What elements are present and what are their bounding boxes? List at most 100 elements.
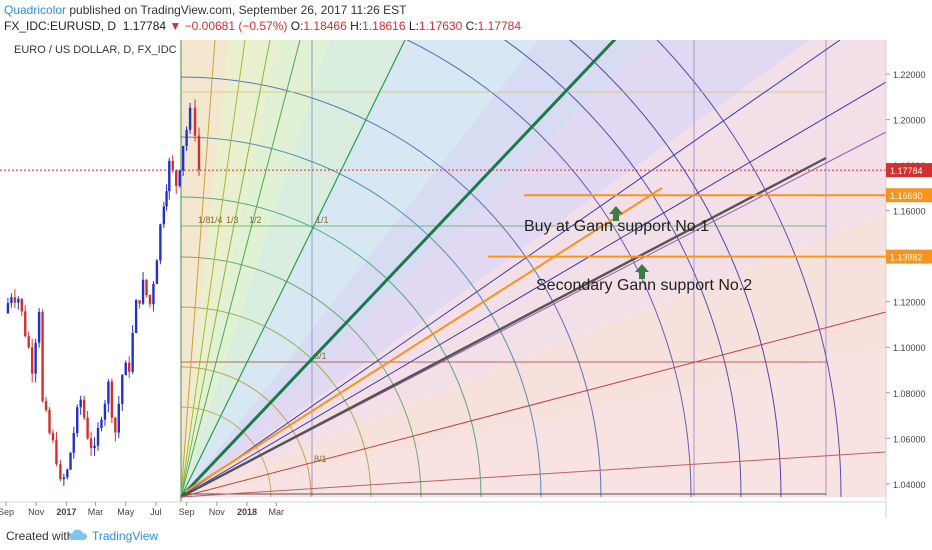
candle-body <box>51 432 55 441</box>
candle-body <box>159 224 162 261</box>
x-tick-label: Sep <box>179 507 195 517</box>
candle-body <box>175 170 178 186</box>
candle-body <box>178 170 181 186</box>
gann-arc <box>180 256 422 498</box>
candle-body <box>181 145 185 171</box>
candle-body <box>48 410 51 433</box>
ohlc-line: FX_IDC:EURUSD, D 1.17784 ▼ −0.00681 (−0.… <box>4 19 521 33</box>
candlestick-series <box>6 99 201 486</box>
candle-body <box>17 298 20 303</box>
x-tick-label: Nov <box>28 507 45 517</box>
candle-body <box>96 428 100 446</box>
candle-body <box>6 303 10 314</box>
candle-body <box>30 347 34 374</box>
candle-body <box>152 283 155 305</box>
low-label: L: <box>408 19 419 33</box>
candle-body <box>24 311 27 337</box>
created-with-text: Created with <box>6 529 74 543</box>
chart-area[interactable]: EURO / US DOLLAR, D, FX_IDC 1/8 1/4 1/3 1/2… <box>0 40 932 518</box>
gann-arc <box>503 40 742 498</box>
candle-body <box>41 311 44 402</box>
candle-body <box>13 297 17 303</box>
candle-body <box>124 362 127 376</box>
candle-body <box>100 419 103 429</box>
y-axis-ticks[interactable]: 1.220001.200001.180001.160001.140001.120… <box>886 70 926 490</box>
x-tick-label: 2017 <box>56 507 76 517</box>
up-arrow-icon <box>635 264 649 279</box>
high-value: 1.18616 <box>362 19 406 33</box>
candle-body <box>171 160 174 171</box>
candle-body <box>62 477 66 480</box>
annotation-layer: EURO / US DOLLAR, D, FX_IDC 1/8 1/4 1/3 1/2… <box>14 44 752 464</box>
candle-body <box>59 464 62 480</box>
annotation-support-2: Secondary Gann support No.2 <box>536 277 752 294</box>
price-tag-label: 1.13982 <box>890 253 923 263</box>
candle-body <box>89 438 93 449</box>
candle-body <box>188 107 192 130</box>
candle-body <box>37 311 41 343</box>
candle-body <box>148 295 152 305</box>
candle-body <box>110 381 114 418</box>
candle-body <box>117 403 120 433</box>
price-tag-bg <box>886 249 932 264</box>
gann-fan-line <box>180 451 886 498</box>
close-value: 1.17784 <box>477 19 522 33</box>
candle-body <box>82 399 86 418</box>
high-label: H: <box>350 19 363 33</box>
gann-arc <box>180 136 542 498</box>
y-tick-label: 1.16000 <box>893 207 926 217</box>
candle-body <box>121 375 124 404</box>
candle-body <box>138 300 141 304</box>
candle-body <box>69 452 72 470</box>
x-axis-ticks[interactable]: Sep Nov 2017 Mar May Jul Sep Nov 2018 Mar <box>0 502 284 517</box>
gann-fraction-label: 1/1 <box>316 215 329 225</box>
price-tag-bg <box>886 163 932 178</box>
open-value: 1.18466 <box>303 19 347 33</box>
annotation-arrows <box>609 206 649 279</box>
candle-body <box>131 332 134 372</box>
open-label: O: <box>290 19 304 33</box>
candle-body <box>55 440 58 465</box>
x-tick-label: Mar <box>268 507 284 517</box>
gann-fan-line <box>180 156 827 499</box>
gann-fraction-label: 1/2 <box>249 215 262 225</box>
y-tick-label: 1.22000 <box>893 70 926 80</box>
candle-body <box>155 260 159 284</box>
gann-fan-line <box>180 40 841 498</box>
tradingview-cloud-icon <box>69 529 87 540</box>
up-arrow-icon <box>609 206 623 221</box>
candle-body <box>127 362 131 372</box>
gann-arc <box>656 40 842 498</box>
gann-arc <box>568 40 782 498</box>
candle-body <box>72 433 75 453</box>
candle-body <box>93 445 96 449</box>
y-tick-label: 1.04000 <box>893 480 926 490</box>
candle-body <box>134 300 138 333</box>
y-tick-label: 1.08000 <box>893 389 926 399</box>
annotation-support-1: Buy at Gann support No.1 <box>524 218 709 235</box>
candle-body <box>168 160 171 192</box>
candle-body <box>10 297 13 304</box>
close-label: C: <box>465 19 478 33</box>
gann-chart[interactable]: EURO / US DOLLAR, D, FX_IDC 1/8 1/4 1/3 1/2… <box>0 40 932 518</box>
symbol-label: FX_IDC:EURUSD, D <box>4 19 117 33</box>
y-tick-label: 1.06000 <box>893 434 926 444</box>
y-tick-label: 1.10000 <box>893 343 926 353</box>
gann-fan-overlay <box>0 40 886 502</box>
gann-fan-line <box>179 40 617 499</box>
gann-arc <box>180 306 372 498</box>
tradingview-brand-link[interactable]: TradingView <box>92 529 159 543</box>
x-tick-label: Nov <box>209 507 226 517</box>
gann-fraction-label: 1/3 <box>226 215 239 225</box>
candle-body <box>103 403 107 420</box>
gann-fan-line <box>180 81 886 498</box>
gann-fan-line <box>180 40 406 498</box>
y-tick-label: 1.12000 <box>893 298 926 308</box>
candle-body <box>114 417 117 433</box>
price-change: ▼ −0.00681 (−0.57%) <box>169 19 288 33</box>
author-link[interactable]: Quadricolor <box>4 3 67 17</box>
gann-sector <box>181 40 539 497</box>
gann-fan-line <box>180 40 301 498</box>
candle-body <box>107 381 110 404</box>
gann-arc <box>180 76 602 498</box>
